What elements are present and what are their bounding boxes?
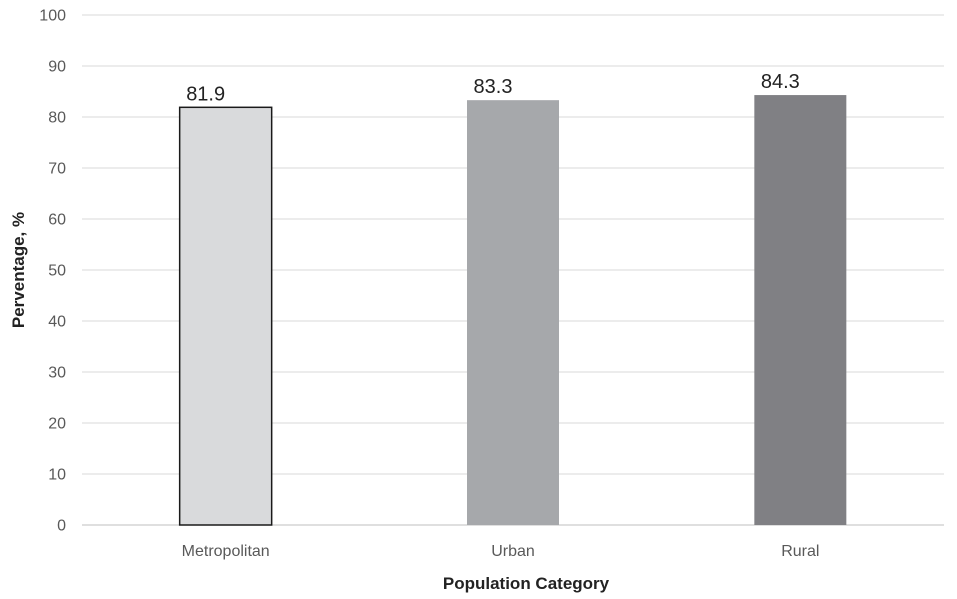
y-tick-label: 40: [48, 314, 66, 331]
y-tick-label: 70: [48, 161, 66, 178]
data-labels: 81.9 83.3 84.3: [186, 71, 800, 105]
y-tick-label: 100: [39, 8, 66, 25]
y-tick-label: 0: [57, 518, 66, 535]
y-tick-label: 60: [48, 212, 66, 229]
y-tick-label: 80: [48, 110, 66, 127]
y-tick-label: 50: [48, 263, 66, 280]
bar-metropolitan: [178, 106, 273, 526]
x-axis-title: Population Category: [443, 574, 610, 593]
x-tick-label: Rural: [781, 543, 819, 560]
data-label: 81.9: [186, 83, 225, 105]
bar-urban: [467, 100, 559, 526]
y-axis-ticks: 0 10 20 30 40 50 60 70 80 90 100: [39, 8, 66, 535]
data-label: 84.3: [761, 71, 800, 93]
x-tick-label: Metropolitan: [182, 543, 270, 560]
bar-rural: [754, 95, 847, 525]
y-axis-title: Perventage, %: [9, 212, 28, 328]
data-label: 83.3: [474, 76, 513, 98]
y-tick-label: 90: [48, 59, 66, 76]
x-tick-label: Urban: [491, 543, 535, 560]
y-tick-label: 10: [48, 467, 66, 484]
y-tick-label: 30: [48, 365, 66, 382]
y-tick-label: 20: [48, 416, 66, 433]
bars: [178, 95, 847, 526]
x-axis-ticks: Metropolitan Urban Rural: [182, 543, 820, 560]
